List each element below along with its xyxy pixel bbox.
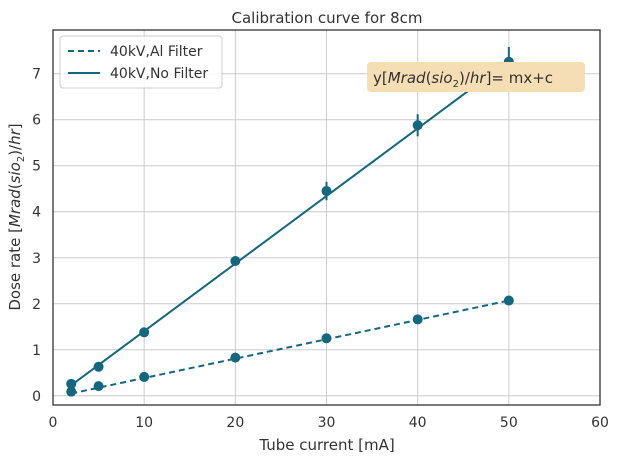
data-point <box>93 361 104 372</box>
y-tick-label: 0 <box>32 389 41 405</box>
data-point <box>412 314 423 325</box>
plot-frame <box>52 29 601 406</box>
legend-label-al-filter: 40kV,Al Filter <box>110 44 203 60</box>
y-tick-label: 7 <box>32 67 41 83</box>
tick-labels: 0 10 20 30 40 50 60 0 1 2 3 4 5 6 7 <box>32 67 609 431</box>
chart-title: Calibration curve for 8cm <box>232 9 423 27</box>
x-axis-title: Tube current [mA] <box>258 436 394 454</box>
data-point <box>66 378 77 389</box>
x-tick-label: 50 <box>500 415 518 431</box>
annotation-text: y[Mrad(sio2)/hr]= mx+c <box>373 69 553 90</box>
data-point <box>321 186 332 197</box>
data-point <box>230 255 241 266</box>
y-tick-label: 5 <box>32 159 41 175</box>
data-point <box>139 327 150 338</box>
x-tick-label: 30 <box>318 415 336 431</box>
x-tick-label: 10 <box>135 415 153 431</box>
y-axis-title: Dose rate [Mrad(sio2)/hr] <box>6 123 27 310</box>
data-point <box>321 333 332 344</box>
annotation: y[Mrad(sio2)/hr]= mx+c <box>367 62 585 92</box>
x-tick-label: 20 <box>226 415 244 431</box>
legend: 40kV,Al Filter 40kV,No Filter <box>59 35 223 89</box>
data-point <box>503 295 514 306</box>
data-point <box>93 381 104 392</box>
data-point <box>66 386 77 397</box>
legend-label-no-filter: 40kV,No Filter <box>110 66 208 82</box>
series-1 <box>66 295 514 397</box>
annotation-box <box>367 62 585 92</box>
y-tick-label: 2 <box>32 297 41 313</box>
x-tick-label: 0 <box>49 415 58 431</box>
data-point <box>230 352 241 363</box>
series-fit-line <box>71 299 510 395</box>
x-tick-label: 60 <box>591 415 609 431</box>
legend-box <box>59 35 223 89</box>
grid <box>52 30 601 405</box>
y-tick-label: 4 <box>32 205 41 221</box>
series-layer <box>66 47 514 397</box>
series-2 <box>66 47 514 389</box>
y-tick-label: 6 <box>32 113 41 129</box>
x-tick-label: 40 <box>409 415 427 431</box>
data-point <box>412 120 423 131</box>
data-point <box>139 371 150 382</box>
y-tick-label: 1 <box>32 343 41 359</box>
series-fit-line <box>70 60 510 387</box>
y-tick-label: 3 <box>32 251 41 267</box>
